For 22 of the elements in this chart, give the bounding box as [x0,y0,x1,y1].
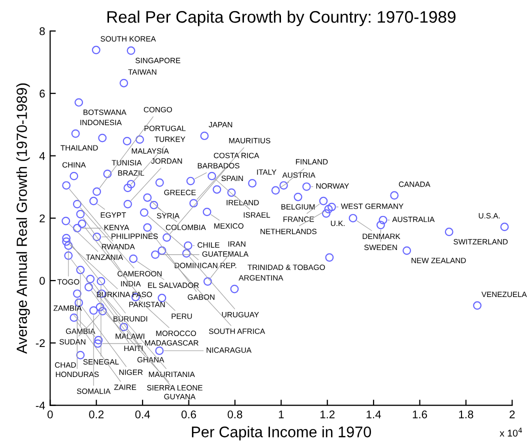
x-axis-title: Per Capita Income in 1970 [192,426,372,440]
x-tick-label: 1 [278,410,284,418]
x-tick-label: 0.8 [228,410,242,418]
chart-title: Real Per Capita Growth by Country: 1970-1989 [107,10,456,26]
x-tick-label: 2 [510,410,515,418]
y-axis-title: Average Annual Real Growth (1970-1989) [16,83,30,354]
y-tick-label: 4 [39,152,45,160]
x-tick-label: 1.2 [320,410,335,418]
y-tick-label: 8 [40,27,45,36]
y-tick-label: 2 [40,214,45,222]
x-tick-label: 1.4 [366,410,381,418]
text: x 10$^{4}$ [500,428,522,437]
x-tick-label: 1.6 [412,410,427,418]
y-tick-label: 6 [40,90,45,98]
x-tick-label: 0.2 [89,410,104,418]
x-tick-label: 0.4 [135,410,150,418]
y-tick-label: -4 [36,402,45,410]
y-tick-label: 0 [40,276,45,285]
x-tick-label: 0 [48,410,53,418]
x-tick-label: 0.6 [181,410,196,418]
x-tick-label: 1.8 [459,410,474,418]
y-tick-label: -2 [36,339,45,347]
